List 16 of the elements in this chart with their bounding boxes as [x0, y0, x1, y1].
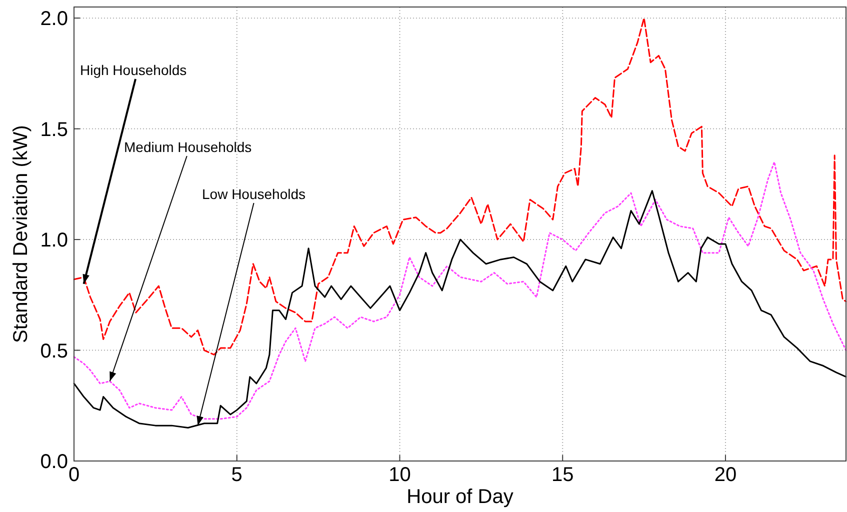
y-axis-title: Standard Deviation (kW) — [10, 125, 32, 343]
y-tick-label: 0.0 — [40, 451, 68, 473]
x-tick-label: 15 — [551, 464, 574, 486]
x-tick-label: 5 — [231, 464, 242, 486]
y-tick-label: 2.0 — [40, 8, 68, 30]
x-tick-label: 10 — [388, 464, 411, 486]
annotation: High Households — [80, 62, 187, 78]
x-tick-label: 20 — [714, 464, 737, 486]
y-tick-label: 1.0 — [40, 230, 68, 252]
x-tick-label: 0 — [68, 464, 80, 486]
line-series — [73, 17, 847, 356]
annotation: Medium Households — [124, 139, 252, 155]
y-tick-label: 0.5 — [40, 340, 68, 362]
y-tick-label: 1.5 — [40, 118, 68, 141]
annotation: Low Households — [202, 186, 306, 202]
x-axis-title: Hour of Day — [406, 486, 514, 508]
